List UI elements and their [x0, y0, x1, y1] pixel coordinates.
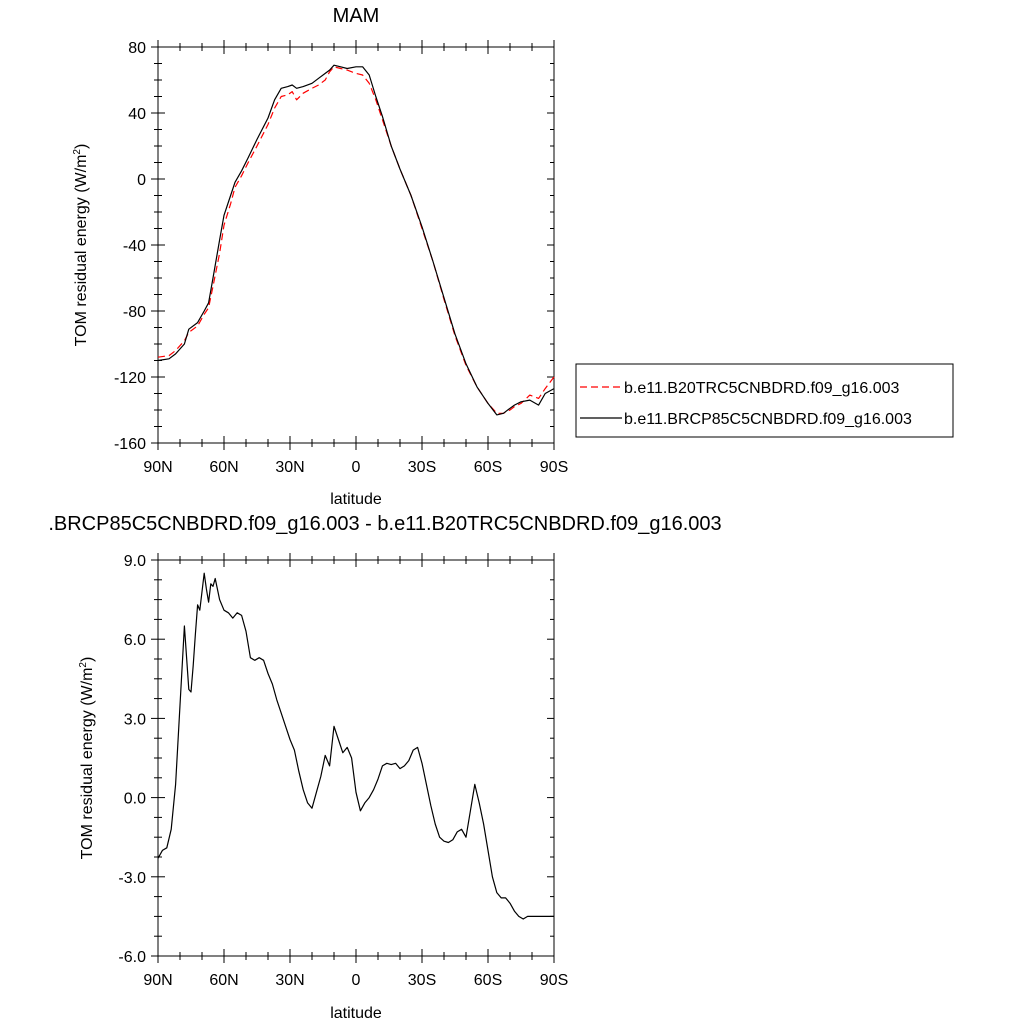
bottom-panel: .BRCP85C5CNBDRD.f09_g16.003 - b.e11.B20T…: [48, 513, 721, 1022]
bottom-y-axis-label: TOM residual energy (W/m2): [78, 657, 96, 860]
legend: b.e11.B20TRC5CNBDRD.f09_g16.003 b.e11.BR…: [575, 363, 954, 438]
top-chart-title: MAM: [333, 5, 380, 27]
top-x-axis-label: latitude: [330, 491, 382, 508]
top-y-axis-label: TOM residual energy (W/m2): [72, 144, 90, 347]
top-x-tick-label: 60N: [209, 459, 238, 476]
top-y-tick-label: 80: [128, 40, 146, 57]
bottom-y-tick-label: 9.0: [124, 553, 146, 570]
bottom-y-tick-label: -6.0: [118, 949, 146, 966]
top-x-ticks: 90N 60N 30N 0 30S 60S 90S: [143, 40, 568, 476]
bottom-chart-title: .BRCP85C5CNBDRD.f09_g16.003 - b.e11.B20T…: [48, 513, 721, 535]
top-x-tick-label: 90S: [540, 459, 568, 476]
bottom-y-axis-label-text: TOM residual energy (W/m: [79, 668, 96, 860]
top-y-tick-label: -40: [123, 238, 146, 255]
top-x-tick-label: 60S: [474, 459, 502, 476]
top-y-tick-label: -160: [114, 436, 146, 453]
top-y-axis-label-sup: 2: [72, 149, 83, 155]
bottom-y-ticks: 9.0 6.0 3.0 0.0 -3.0 -6.0: [118, 553, 554, 966]
bottom-y-tick-label: -3.0: [118, 870, 146, 887]
top-y-tick-label: 0: [137, 172, 146, 189]
bottom-series-line-solid: [157, 572, 554, 920]
top-panel: MAM 80 40 0 -40 -80 -120 -160 90N 60N 30N 0 30S 60S…: [72, 5, 954, 508]
top-x-tick-label: 30N: [275, 459, 304, 476]
bottom-x-tick-label: 60N: [209, 972, 238, 989]
bottom-series-group: [157, 572, 554, 920]
bottom-y-tick-label: 3.0: [124, 711, 146, 728]
top-plot-frame: [157, 46, 555, 444]
legend-box: [575, 363, 954, 438]
top-series-line-solid: [157, 64, 555, 416]
top-y-axis-label-text: TOM residual energy (W/m: [73, 155, 90, 347]
top-series-line-dashed: [157, 66, 555, 414]
top-series-group: [157, 64, 555, 416]
top-y-tick-label: 40: [128, 106, 146, 123]
bottom-x-tick-label: 0: [352, 972, 361, 989]
bottom-x-tick-label: 30S: [408, 972, 436, 989]
bottom-y-axis-label-sup: 2: [78, 662, 89, 668]
bottom-y-tick-label: 6.0: [124, 632, 146, 649]
top-y-tick-label: -120: [114, 370, 146, 387]
top-x-tick-label: 0: [352, 459, 361, 476]
legend-label-historical: b.e11.B20TRC5CNBDRD.f09_g16.003: [624, 380, 900, 397]
top-x-tick-label: 30S: [408, 459, 436, 476]
top-y-tick-label: -80: [123, 304, 146, 321]
top-y-axis-label-close: ): [73, 144, 90, 149]
bottom-x-tick-label: 30N: [275, 972, 304, 989]
bottom-y-axis-label-close: ): [79, 657, 96, 662]
bottom-x-tick-label: 90S: [540, 972, 568, 989]
legend-label-rcp85: b.e11.BRCP85C5CNBDRD.f09_g16.003: [624, 411, 912, 428]
top-x-tick-label: 90N: [143, 459, 172, 476]
bottom-x-tick-label: 90N: [143, 972, 172, 989]
bottom-x-ticks: 90N 60N 30N 0 30S 60S 90S: [143, 553, 568, 989]
top-y-ticks: 80 40 0 -40 -80 -120 -160: [114, 40, 554, 453]
bottom-x-tick-label: 60S: [474, 972, 502, 989]
bottom-y-tick-label: 0.0: [124, 791, 146, 808]
bottom-plot-frame: [157, 559, 555, 957]
bottom-x-axis-label: latitude: [330, 1005, 382, 1022]
